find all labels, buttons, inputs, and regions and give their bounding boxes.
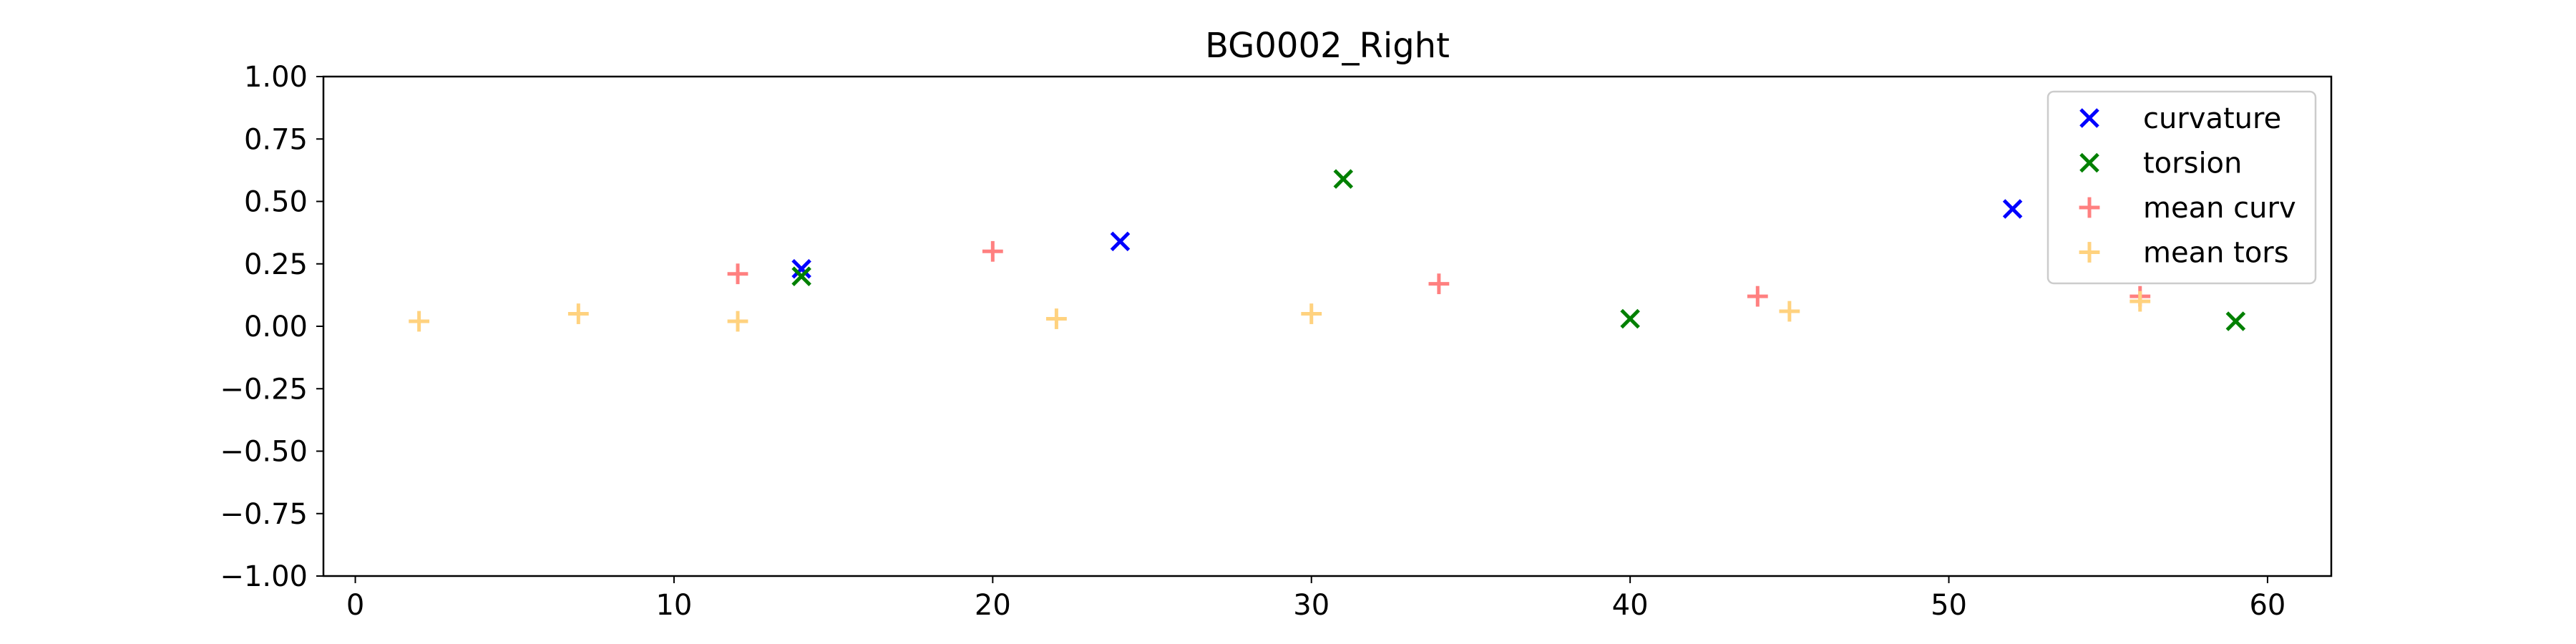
- data-point: [1046, 308, 1067, 329]
- legend-entry: curvature: [2079, 102, 2281, 135]
- legend-entry: torsion: [2079, 147, 2242, 180]
- data-point: [727, 263, 748, 285]
- data-point: [409, 311, 430, 332]
- series-mean-curv: [727, 240, 2151, 307]
- legend-box: [2046, 90, 2317, 285]
- y-tick-label: −0.75: [220, 498, 308, 531]
- data-point: [727, 311, 748, 332]
- y-tick-label: −0.25: [220, 373, 308, 406]
- marker-stroke: [1110, 231, 1131, 252]
- marker-stroke: [2079, 108, 2099, 128]
- legend-label: curvature: [2143, 102, 2281, 135]
- legend: curvature torsion mean curv mean tors: [2046, 90, 2317, 285]
- legend-entry: mean curv: [2079, 192, 2296, 225]
- x-tick-label: 30: [1293, 589, 1330, 622]
- marker-stroke: [2002, 199, 2023, 219]
- x-tick-label: 20: [975, 589, 1011, 622]
- x-tick-label: 50: [1931, 589, 1967, 622]
- x-tick-label: 60: [2249, 589, 2285, 622]
- legend-marker: [2079, 242, 2100, 263]
- x-tick-label: 10: [655, 589, 692, 622]
- chart-title: BG0002_Right: [1205, 26, 1450, 66]
- x-tick-label: 40: [1612, 589, 1649, 622]
- marker-stroke: [2225, 311, 2246, 331]
- marker-stroke: [1333, 169, 1354, 189]
- y-tick-label: 1.00: [244, 61, 308, 94]
- legend-marker: [2079, 108, 2099, 128]
- legend-entry: mean tors: [2079, 237, 2289, 270]
- data-point: [2002, 199, 2023, 219]
- series-curvature: [791, 199, 2023, 279]
- data-marks: [409, 169, 2246, 332]
- legend-marker: [2079, 197, 2100, 218]
- data-point: [567, 303, 589, 324]
- data-point: [1428, 273, 1450, 295]
- axes: 0 10 20 30 40 50 60 −1.00 −0.75 −0.50 −0.25 0.00 0.2…: [220, 61, 2333, 622]
- data-point: [1301, 303, 1322, 324]
- data-point: [1333, 169, 1354, 189]
- data-point: [1110, 231, 1131, 252]
- data-point: [1620, 308, 1640, 329]
- legend-marker: [2079, 152, 2099, 173]
- legend-label: mean curv: [2143, 192, 2296, 225]
- series-mean-tors: [409, 291, 2151, 332]
- marker-stroke: [1620, 308, 1640, 329]
- data-point: [791, 258, 811, 279]
- y-tick-label: 0.75: [244, 123, 308, 156]
- y-tick-label: −0.50: [220, 436, 308, 469]
- marker-stroke: [2079, 152, 2099, 173]
- series-torsion: [791, 169, 2246, 331]
- x-tick-label: 0: [346, 589, 364, 622]
- data-point: [2225, 311, 2246, 331]
- marker-stroke: [791, 266, 811, 286]
- plot-frame: [322, 75, 2333, 577]
- data-point: [1779, 301, 1800, 322]
- data-point: [2129, 291, 2151, 312]
- y-tick-label: 0.25: [244, 248, 308, 281]
- legend-label: torsion: [2143, 147, 2242, 180]
- data-point: [982, 240, 1003, 262]
- data-point: [1747, 286, 1768, 307]
- legend-label: mean tors: [2143, 237, 2289, 270]
- marker-stroke: [791, 258, 811, 279]
- y-tick-label: 0.50: [244, 186, 308, 219]
- data-point: [791, 266, 811, 286]
- y-tick-label: −1.00: [220, 560, 308, 593]
- y-tick-label: 0.00: [244, 311, 308, 343]
